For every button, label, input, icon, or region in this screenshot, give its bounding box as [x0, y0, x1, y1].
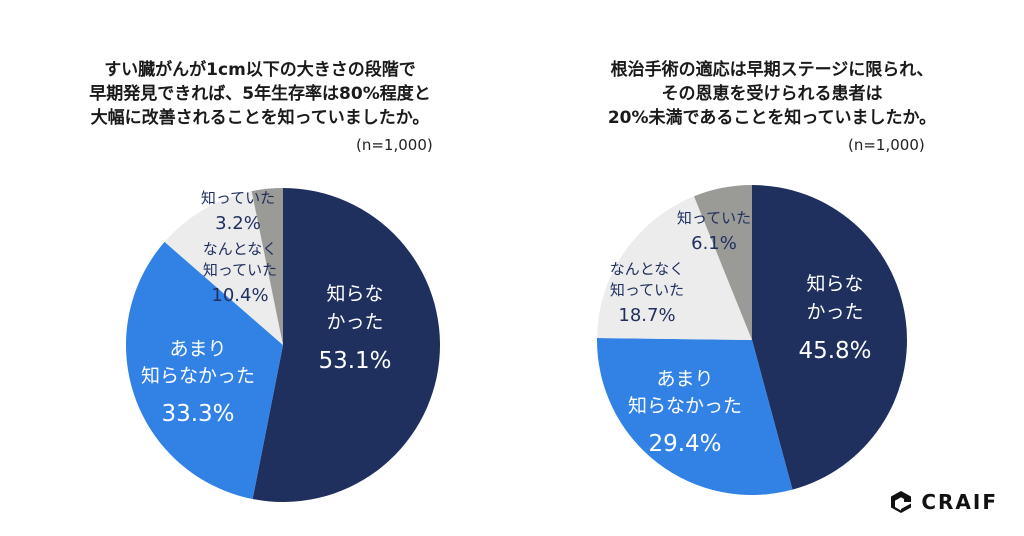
- slice-label-line: 知っていた: [201, 189, 275, 207]
- slice-label: あまり知らなかった 33.3%: [141, 338, 255, 427]
- slice-label-line: 知らなかった: [628, 395, 742, 417]
- chart-title-line: 大幅に改善されることを知っていましたか。: [90, 108, 430, 128]
- chart-title-line: その恩恵を受けられる患者は: [661, 84, 883, 104]
- slice-label: なんとなく知っていた 18.7%: [610, 260, 685, 326]
- craif-logo-icon: [891, 491, 912, 513]
- pie-slice: [164, 191, 283, 345]
- slice-percent-label: 29.4%: [648, 431, 721, 457]
- sample-size-note: (n=1,000): [356, 136, 433, 154]
- slice-label: 知らなかった 45.8%: [798, 273, 871, 364]
- pie-slice: [125, 241, 283, 500]
- slice-percent-label: 45.8%: [798, 338, 871, 364]
- pie-slice: [752, 185, 907, 490]
- pie-slice: [694, 185, 752, 340]
- chart-title-line: 20%未満であることを知っていましたか。: [607, 108, 937, 128]
- slice-percent-label: 53.1%: [318, 348, 391, 374]
- slice-label: 知らなかった 53.1%: [318, 283, 391, 374]
- slice-percent-label: 18.7%: [618, 305, 675, 326]
- slice-label: あまり知らなかった 29.4%: [628, 368, 742, 457]
- slice-percent-label: 10.4%: [211, 285, 268, 306]
- slice-label: 知っていた 3.2%: [201, 189, 275, 234]
- chart-panel-left: すい臓がんが1cm以下の大きさの段階で 早期発見できれば、5年生存率は80%程度…: [40, 58, 480, 502]
- pie-slice: [597, 196, 752, 340]
- slice-label: 知っていた 6.1%: [677, 209, 751, 254]
- slice-label-line: かった: [326, 311, 383, 333]
- chart-title-line: 根治手術の適応は早期ステージに限られ、: [610, 60, 934, 80]
- pie-chart: 知らなかった 53.1%あまり知らなかった 33.3%なんとなく知っていた 10.4%…: [125, 188, 441, 502]
- slice-label-line: 知っていた: [677, 209, 751, 227]
- chart-title: すい臓がんが1cm以下の大きさの段階で 早期発見できれば、5年生存率は80%程度…: [40, 58, 480, 130]
- slice-label-line: 知らな: [326, 283, 383, 305]
- slice-percent-label: 33.3%: [161, 401, 234, 427]
- chart-title: 根治手術の適応は早期ステージに限られ、 その恩恵を受けられる患者は 20%未満で…: [552, 58, 992, 130]
- chart-title-line: すい臓がんが1cm以下の大きさの段階で: [104, 60, 416, 80]
- pie-slice: [597, 338, 793, 495]
- slice-label-line: かった: [806, 301, 863, 323]
- pie-slice: [251, 188, 283, 345]
- pie-chart: 知らなかった 45.8%あまり知らなかった 29.4%なんとなく知っていた 18.7%…: [597, 185, 907, 495]
- pie-slice: [252, 188, 441, 502]
- chart-title-line: 早期発見できれば、5年生存率は80%程度と: [89, 84, 431, 104]
- brand-logo: CRAIF: [889, 490, 998, 514]
- slice-label-line: 知らなかった: [141, 365, 255, 387]
- slice-label-line: なんとなく: [203, 240, 278, 258]
- logo-text: CRAIF: [921, 490, 998, 514]
- slice-label-line: なんとなく: [610, 260, 685, 278]
- slice-label-line: 知らな: [806, 273, 863, 295]
- sample-size-note: (n=1,000): [848, 136, 925, 154]
- slice-label: なんとなく知っていた 10.4%: [203, 240, 278, 306]
- slice-label-line: 知っていた: [203, 261, 277, 279]
- slice-percent-label: 6.1%: [691, 233, 737, 254]
- chart-panel-right: 根治手術の適応は早期ステージに限られ、 その恩恵を受けられる患者は 20%未満で…: [512, 0, 1024, 536]
- slice-label-line: あまり: [169, 338, 226, 360]
- slice-label-line: 知っていた: [610, 281, 684, 299]
- slice-label-line: あまり: [656, 368, 713, 390]
- slice-percent-label: 3.2%: [215, 213, 261, 234]
